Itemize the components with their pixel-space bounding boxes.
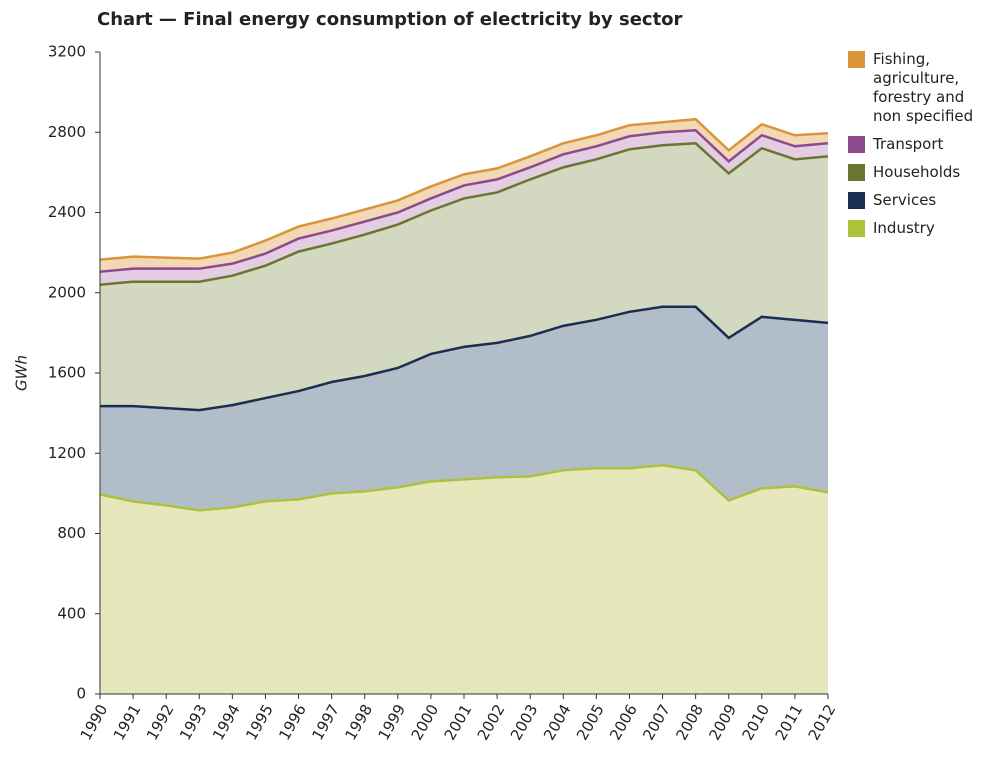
legend-entry: Services bbox=[848, 191, 988, 210]
y-tick-label: 3200 bbox=[48, 43, 86, 61]
x-tick-label: 2001 bbox=[441, 701, 476, 743]
y-tick-label: 800 bbox=[57, 524, 86, 542]
x-tick-label: 1995 bbox=[242, 701, 277, 743]
areas bbox=[100, 119, 828, 694]
area bbox=[100, 465, 828, 694]
x-tick-label: 1992 bbox=[143, 701, 178, 743]
x-tick-label: 1990 bbox=[77, 701, 112, 743]
y-tick-label: 1200 bbox=[48, 444, 86, 462]
x-tick-label: 2011 bbox=[772, 701, 807, 743]
y-tick-label: 1600 bbox=[48, 364, 86, 382]
area-line bbox=[99, 142, 829, 286]
x-tick-label: 2007 bbox=[639, 701, 674, 743]
x-tick-label: 2006 bbox=[606, 701, 641, 743]
x-tick-label: 2000 bbox=[408, 701, 443, 743]
x-tick-label: 1998 bbox=[341, 701, 376, 743]
y-tick-label: 400 bbox=[57, 604, 86, 622]
y-tick-label: 2400 bbox=[48, 203, 86, 221]
area-line bbox=[99, 128, 829, 273]
area-line bbox=[100, 305, 829, 412]
x-tick-label: 2008 bbox=[672, 701, 707, 743]
area bbox=[100, 143, 828, 411]
y-tick-label: 0 bbox=[76, 685, 86, 703]
legend-label: Industry bbox=[873, 219, 935, 237]
x-tick-label: 2012 bbox=[805, 701, 840, 743]
area-line bbox=[99, 464, 829, 512]
legend-label: Households bbox=[873, 163, 961, 181]
legend-swatch bbox=[848, 164, 865, 181]
legend-label: Transport bbox=[873, 135, 944, 153]
legend-swatch bbox=[848, 51, 865, 68]
y-axis-label: GWh bbox=[13, 355, 31, 391]
legend-label: Fishing, agriculture, forestry and non s… bbox=[873, 50, 974, 125]
legend-swatch bbox=[848, 220, 865, 237]
x-tick-label: 1993 bbox=[176, 701, 211, 743]
x-tick-label: 2002 bbox=[474, 701, 509, 743]
legend-entry: Households bbox=[848, 163, 988, 182]
y-tick-label: 2000 bbox=[48, 283, 86, 301]
chart-title: Chart — Final energy consumption of elec… bbox=[97, 9, 683, 30]
x-tick-label: 2009 bbox=[705, 701, 740, 743]
x-tick-label: 2004 bbox=[540, 701, 575, 743]
legend-label: Services bbox=[873, 191, 937, 209]
lines bbox=[99, 117, 829, 512]
legend-entry: Industry bbox=[848, 219, 988, 238]
x-tick-label: 1999 bbox=[374, 701, 409, 743]
legend-swatch bbox=[848, 136, 865, 153]
x-tick-label: 2003 bbox=[507, 701, 542, 743]
x-tick-label: 2010 bbox=[738, 701, 773, 743]
legend-entry: Transport bbox=[848, 135, 988, 154]
x-tick-label: 1991 bbox=[110, 701, 145, 743]
x-tick-label: 2005 bbox=[573, 701, 608, 743]
legend-swatch bbox=[848, 192, 865, 209]
legend-entry: Fishing, agriculture, forestry and non s… bbox=[848, 50, 988, 126]
area bbox=[100, 306, 828, 511]
x-tick-label: 1994 bbox=[209, 701, 244, 743]
area-line bbox=[99, 117, 829, 261]
x-tick-label: 1996 bbox=[275, 701, 310, 743]
x-tick-label: 1997 bbox=[308, 701, 343, 743]
y-tick-label: 2800 bbox=[48, 123, 86, 141]
